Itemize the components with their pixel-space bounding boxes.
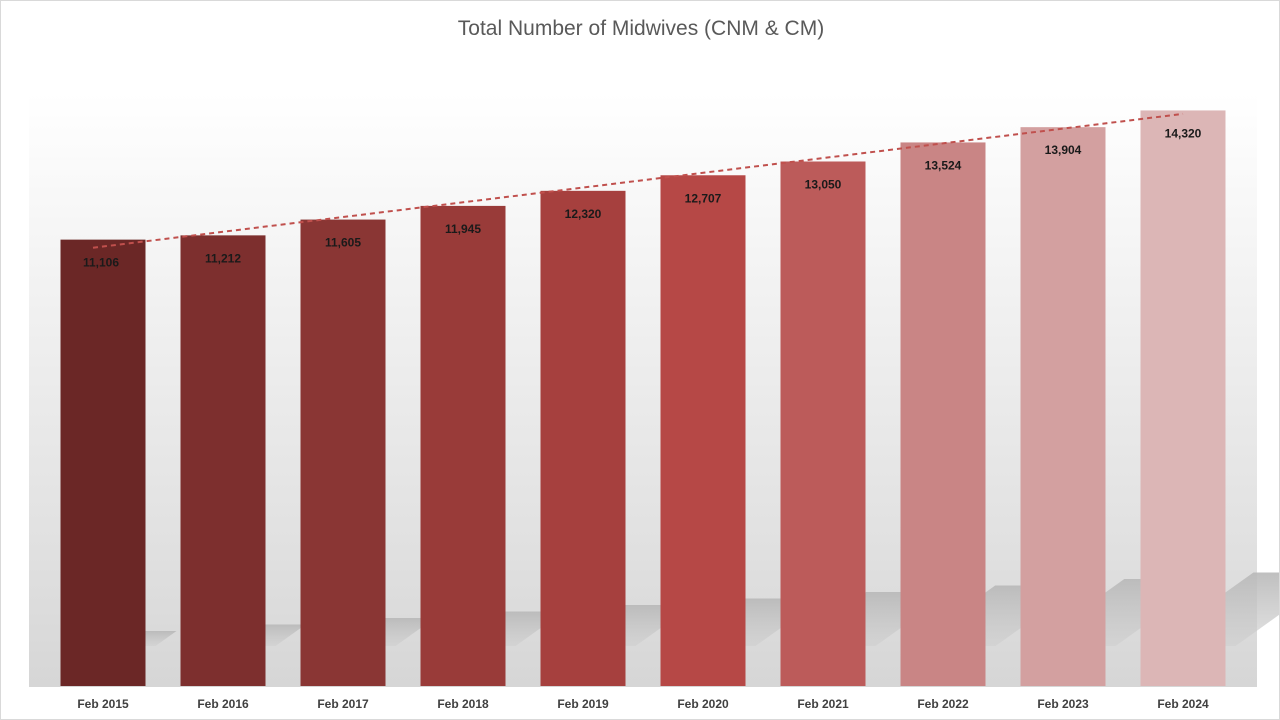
x-tick-label: Feb 2017 (317, 697, 369, 711)
bar (180, 235, 266, 687)
data-label: 11,212 (205, 251, 241, 265)
bars-layer (60, 110, 1226, 687)
data-label: 11,945 (445, 222, 481, 236)
bar (540, 190, 626, 687)
data-label: 11,106 (83, 256, 119, 270)
trendline-layer (92, 112, 1184, 249)
data-label: 13,904 (1045, 143, 1082, 157)
x-tick-label: Feb 2018 (437, 697, 489, 711)
bar (900, 142, 986, 687)
bar (420, 205, 506, 686)
data-labels-layer: 11,106 11,212 11,605 11,945 12,320 12,707 13,0… (83, 126, 1202, 269)
trendline (92, 112, 1184, 249)
x-tick-label: Feb 2016 (197, 697, 249, 711)
bar (660, 175, 746, 686)
x-tick-label: Feb 2015 (77, 697, 129, 711)
data-label: 11,605 (325, 236, 361, 250)
x-tick-label: Feb 2023 (1037, 697, 1089, 711)
chart-title: Total Number of Midwives (CNM & CM) (458, 17, 824, 40)
x-tick-label: Feb 2019 (557, 697, 609, 711)
x-axis-ticks-layer: Feb 2015 Feb 2016 Feb 2017 Feb 2018 Feb 2019… (77, 697, 1209, 711)
data-label: 13,050 (805, 177, 842, 191)
bar (60, 239, 146, 686)
x-tick-label: Feb 2022 (917, 697, 969, 711)
data-label: 12,320 (565, 207, 602, 221)
data-label: 13,524 (925, 158, 962, 172)
bar (1020, 127, 1106, 687)
bar (300, 219, 386, 686)
bar (780, 161, 866, 687)
data-label: 14,320 (1165, 126, 1202, 140)
bar (1140, 110, 1226, 686)
x-tick-label: Feb 2020 (677, 697, 729, 711)
data-label: 12,707 (685, 191, 722, 205)
x-tick-label: Feb 2021 (797, 697, 849, 711)
x-tick-label: Feb 2024 (1157, 697, 1209, 711)
